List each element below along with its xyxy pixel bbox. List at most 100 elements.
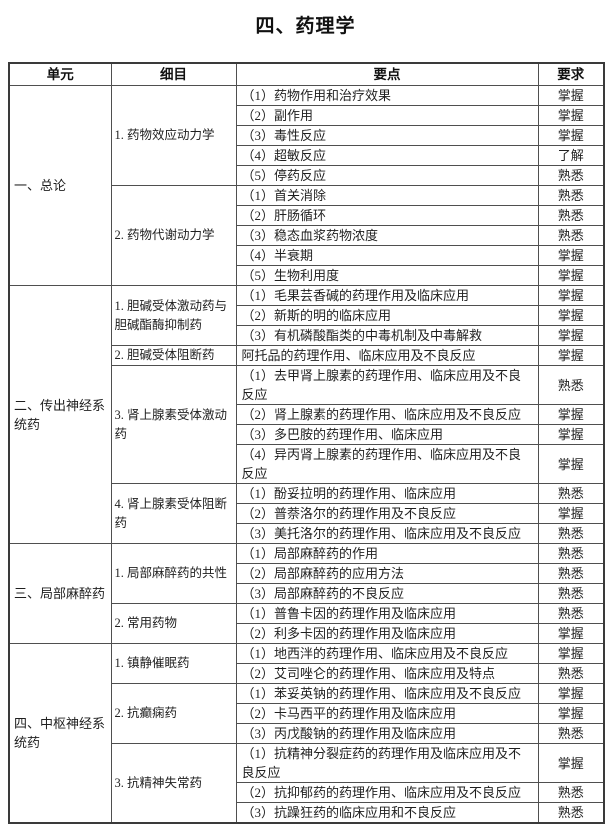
- point-cell: （1）抗精神分裂症药的药理作用及临床应用及不良反应: [235, 743, 539, 783]
- requirement-cell: 掌握: [537, 503, 605, 524]
- requirement-cell: 掌握: [537, 345, 605, 366]
- requirement-cell: 掌握: [537, 85, 605, 106]
- unit-cell: 二、传出神经系统药: [8, 285, 112, 544]
- table-row: （3）稳态血浆药物浓度 熟悉: [9, 225, 605, 246]
- requirement-cell: 了解: [537, 145, 605, 166]
- point-cell: （1）毛果芸香碱的药理作用及临床应用: [235, 285, 539, 306]
- requirement-cell: 熟悉: [537, 483, 605, 504]
- requirement-cell: 熟悉: [537, 165, 605, 186]
- subitem-cell: 3. 抗精神失常药: [110, 743, 237, 824]
- requirement-cell: 熟悉: [537, 603, 605, 624]
- unit-cell: 四、中枢神经系统药: [8, 643, 112, 824]
- subitem-cell: 2. 胆碱受体阻断药: [110, 345, 237, 366]
- requirement-cell: 熟悉: [537, 523, 605, 544]
- requirement-cell: 熟悉: [537, 205, 605, 226]
- requirement-cell: 掌握: [537, 643, 605, 664]
- requirement-cell: 掌握: [537, 125, 605, 146]
- requirement-cell: 熟悉: [537, 185, 605, 206]
- table-row: 2. 抗癫痫药 （1）苯妥英钠的药理作用、临床应用及不良反应 掌握: [9, 683, 605, 744]
- header-requirement: 要求: [537, 62, 605, 86]
- table-row: 二、传出神经系统药 1. 胆碱受体激动药与胆碱酯酶抑制药 （1）毛果芸香碱的药理作用…: [8, 285, 605, 544]
- point-cell: （3）有机磷酸酯类的中毒机制及中毒解救: [235, 325, 539, 346]
- table-row: 四、中枢神经系统药 1. 镇静催眠药 （1）地西泮的药理作用、临床应用及不良反应 掌握: [8, 643, 605, 824]
- table-row: （2）新斯的明的临床应用 掌握: [9, 305, 605, 326]
- header-point: 要点: [235, 62, 539, 86]
- table-row: （4）超敏反应 了解: [9, 145, 605, 166]
- point-cell: （4）半衰期: [235, 245, 539, 266]
- point-cell: （1）酚妥拉明的药理作用、临床应用: [235, 483, 539, 504]
- page-title: 四、药理学: [255, 16, 356, 37]
- requirement-cell: 熟悉: [537, 365, 605, 405]
- requirement-cell: 熟悉: [537, 802, 605, 824]
- requirement-cell: 掌握: [537, 305, 605, 326]
- point-cell: （1）首关消除: [235, 185, 539, 206]
- point-cell: （2）肾上腺素的药理作用、临床应用及不良反应: [235, 404, 539, 425]
- point-cell: 阿托品的药理作用、临床应用及不良反应: [235, 345, 539, 366]
- unit-cell: 一、总论: [8, 85, 112, 286]
- requirement-cell: 掌握: [537, 444, 605, 484]
- requirement-cell: 熟悉: [537, 225, 605, 246]
- requirement-cell: 熟悉: [537, 782, 605, 803]
- table-row: （5）生物利用度 掌握: [9, 265, 605, 286]
- table-row: 三、局部麻醉药 1. 局部麻醉药的共性 （1）局部麻醉药的作用 熟悉: [8, 543, 605, 644]
- subitem-cell: 2. 抗癫痫药: [110, 683, 237, 744]
- requirement-cell: 熟悉: [537, 583, 605, 604]
- point-cell: （2）局部麻醉药的应用方法: [235, 563, 539, 584]
- requirement-cell: 熟悉: [537, 723, 605, 744]
- requirement-cell: 熟悉: [537, 663, 605, 684]
- point-cell: （4）异丙肾上腺素的药理作用、临床应用及不良反应: [235, 444, 539, 484]
- point-cell: （1）地西泮的药理作用、临床应用及不良反应: [235, 643, 539, 664]
- point-cell: （1）局部麻醉药的作用: [235, 543, 539, 564]
- point-cell: （4）超敏反应: [235, 145, 539, 166]
- point-cell: （3）美托洛尔的药理作用、临床应用及不良反应: [235, 523, 539, 544]
- point-cell: （2）肝肠循环: [235, 205, 539, 226]
- point-cell: （2）副作用: [235, 105, 539, 126]
- requirement-cell: 掌握: [537, 683, 605, 704]
- point-cell: （2）卡马西平的药理作用及临床应用: [235, 703, 539, 724]
- requirement-cell: 掌握: [537, 404, 605, 425]
- subitem-cell: 2. 药物代谢动力学: [110, 185, 237, 286]
- point-cell: （5）生物利用度: [235, 265, 539, 286]
- requirement-cell: 掌握: [537, 623, 605, 644]
- point-cell: （3）局部麻醉药的不良反应: [235, 583, 539, 604]
- point-cell: （2）普萘洛尔的药理作用及不良反应: [235, 503, 539, 524]
- point-cell: （3）多巴胺的药理作用、临床应用: [235, 424, 539, 445]
- subitem-cell: 2. 常用药物: [110, 603, 237, 644]
- requirement-cell: 掌握: [537, 424, 605, 445]
- header-subitem: 细目: [110, 62, 237, 86]
- table-row: （2）肾上腺素的药理作用、临床应用及不良反应 掌握: [9, 404, 605, 425]
- subitem-cell: 3. 肾上腺素受体激动药: [110, 365, 237, 484]
- point-cell: （3）毒性反应: [235, 125, 539, 146]
- table-row: 一、总论 1. 药物效应动力学 （1）药物作用和治疗效果 掌握: [8, 85, 605, 286]
- point-cell: （2）利多卡因的药理作用及临床应用: [235, 623, 539, 644]
- requirement-cell: 掌握: [537, 245, 605, 266]
- table-header-row: 单元 细目 要点 要求: [8, 62, 605, 86]
- point-cell: （1）去甲肾上腺素的药理作用、临床应用及不良反应: [235, 365, 539, 405]
- header-unit: 单元: [8, 62, 112, 86]
- table-row: （2）局部麻醉药的应用方法 熟悉: [9, 563, 605, 584]
- subitem-cell: 1. 药物效应动力学: [110, 85, 237, 186]
- requirement-cell: 掌握: [537, 703, 605, 724]
- point-cell: （1）普鲁卡因的药理作用及临床应用: [235, 603, 539, 624]
- point-cell: （1）苯妥英钠的药理作用、临床应用及不良反应: [235, 683, 539, 704]
- subitem-cell: 1. 镇静催眠药: [110, 643, 237, 684]
- table-body: 一、总论 1. 药物效应动力学 （1）药物作用和治疗效果 掌握 （2）副作用 掌握 （3）毒…: [8, 85, 605, 824]
- subitem-cell: 1. 局部麻醉药的共性: [110, 543, 237, 604]
- point-cell: （3）丙戊酸钠的药理作用及临床应用: [235, 723, 539, 744]
- table-row: 4. 肾上腺素受体阻断药 （1）酚妥拉明的药理作用、临床应用 熟悉: [9, 483, 605, 544]
- requirement-cell: 掌握: [537, 105, 605, 126]
- point-cell: （2）新斯的明的临床应用: [235, 305, 539, 326]
- point-cell: （2）艾司唑仑的药理作用、临床应用及特点: [235, 663, 539, 684]
- requirement-cell: 掌握: [537, 743, 605, 783]
- syllabus-table: 单元 细目 要点 要求 一、总论 1. 药物效应动力学 （1）药物作用和治疗效果 掌握…: [8, 62, 605, 824]
- requirement-cell: 掌握: [537, 265, 605, 286]
- point-cell: （3）抗躁狂药的临床应用和不良反应: [235, 802, 539, 824]
- requirement-cell: 熟悉: [537, 563, 605, 584]
- table-row: （4）异丙肾上腺素的药理作用、临床应用及不良反应 掌握: [9, 444, 605, 484]
- point-cell: （3）稳态血浆药物浓度: [235, 225, 539, 246]
- subitem-cell: 4. 肾上腺素受体阻断药: [110, 483, 237, 544]
- document-page: { "page": { "title": "四、药理学" }, "table":…: [0, 11, 611, 824]
- point-cell: （1）药物作用和治疗效果: [235, 85, 539, 106]
- point-cell: （2）抗抑郁药的药理作用、临床应用及不良反应: [235, 782, 539, 803]
- requirement-cell: 掌握: [537, 285, 605, 306]
